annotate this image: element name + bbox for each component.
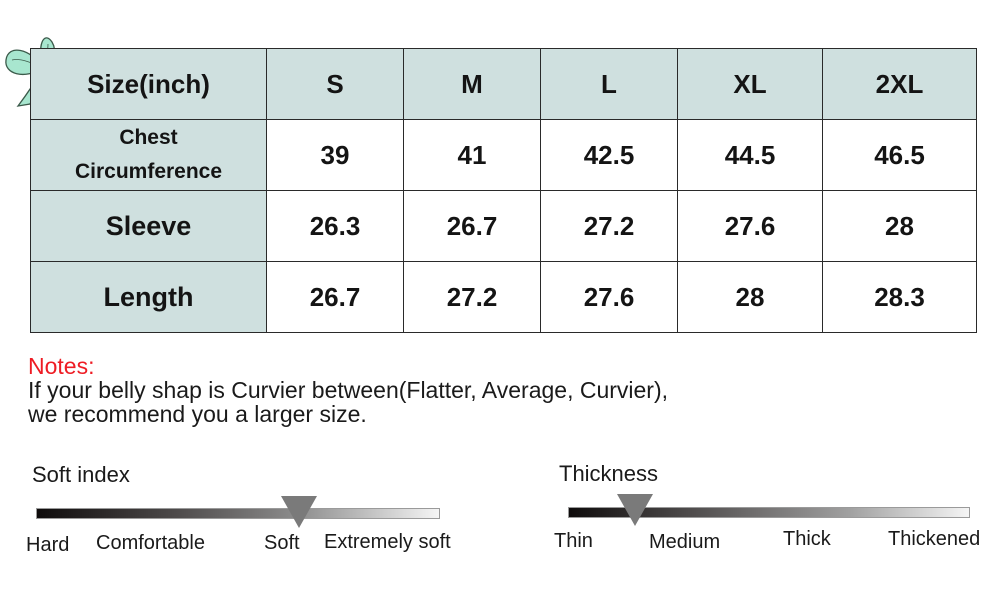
notes-label: Notes: [28, 353, 95, 379]
soft-label-comfortable: Comfortable [96, 532, 205, 554]
table-row-chest: Chest Circumference 39 41 42.5 44.5 46.5 [30, 119, 977, 191]
soft-label-hard: Hard [26, 534, 70, 556]
thickness-title: Thickness [559, 461, 659, 486]
table-cell: 27.2 [403, 261, 541, 333]
thickness-label-thin: Thin [554, 530, 593, 552]
table-cell: 26.3 [266, 190, 404, 262]
header-size-inch: Size(inch) [30, 48, 267, 120]
table-cell: 27.2 [540, 190, 678, 262]
table-cell: 26.7 [403, 190, 541, 262]
row-label-sleeve: Sleeve [30, 190, 267, 262]
soft-label-soft: Soft [264, 532, 300, 554]
notes-line-1: If your belly shap is Curvier between(Fl… [28, 377, 669, 403]
table-row-sleeve: Sleeve 26.3 26.7 27.2 27.6 28 [30, 190, 977, 262]
size-chart-table: Size(inch) S M L XL 2XL Chest Circumfere… [30, 48, 977, 333]
header-size-s: S [266, 48, 404, 120]
row-label-length: Length [30, 261, 267, 333]
table-cell: 39 [266, 119, 404, 191]
soft-index-marker [281, 496, 317, 528]
soft-index-title: Soft index [32, 462, 130, 487]
table-cell: 42.5 [540, 119, 678, 191]
table-cell: 27.6 [677, 190, 823, 262]
table-cell: 41 [403, 119, 541, 191]
notes-section: Notes: If your belly shap is Curvier bet… [28, 354, 668, 426]
thickness-gradient-bar [568, 507, 970, 518]
thickness-label-medium: Medium [649, 531, 721, 553]
header-size-m: M [403, 48, 541, 120]
table-cell: 28 [677, 261, 823, 333]
table-cell: 46.5 [822, 119, 977, 191]
table-header-row: Size(inch) S M L XL 2XL [30, 48, 977, 120]
table-cell: 26.7 [266, 261, 404, 333]
notes-line-2: we recommend you a larger size. [28, 401, 367, 427]
table-cell: 44.5 [677, 119, 823, 191]
thickness-label-thick: Thick [783, 528, 831, 550]
table-row-length: Length 26.7 27.2 27.6 28 28.3 [30, 261, 977, 333]
header-size-xl: XL [677, 48, 823, 120]
header-size-2xl: 2XL [822, 48, 977, 120]
soft-index-gradient-bar [36, 508, 440, 519]
table-cell: 27.6 [540, 261, 678, 333]
soft-label-extremely-soft: Extremely soft [324, 531, 451, 553]
header-size-l: L [540, 48, 678, 120]
table-cell: 28.3 [822, 261, 977, 333]
thickness-label-thickened: Thickened [888, 528, 981, 550]
chest-label-text: Chest Circumference [74, 126, 223, 183]
thickness-marker [617, 494, 653, 526]
row-label-chest: Chest Circumference [30, 119, 267, 191]
table-cell: 28 [822, 190, 977, 262]
